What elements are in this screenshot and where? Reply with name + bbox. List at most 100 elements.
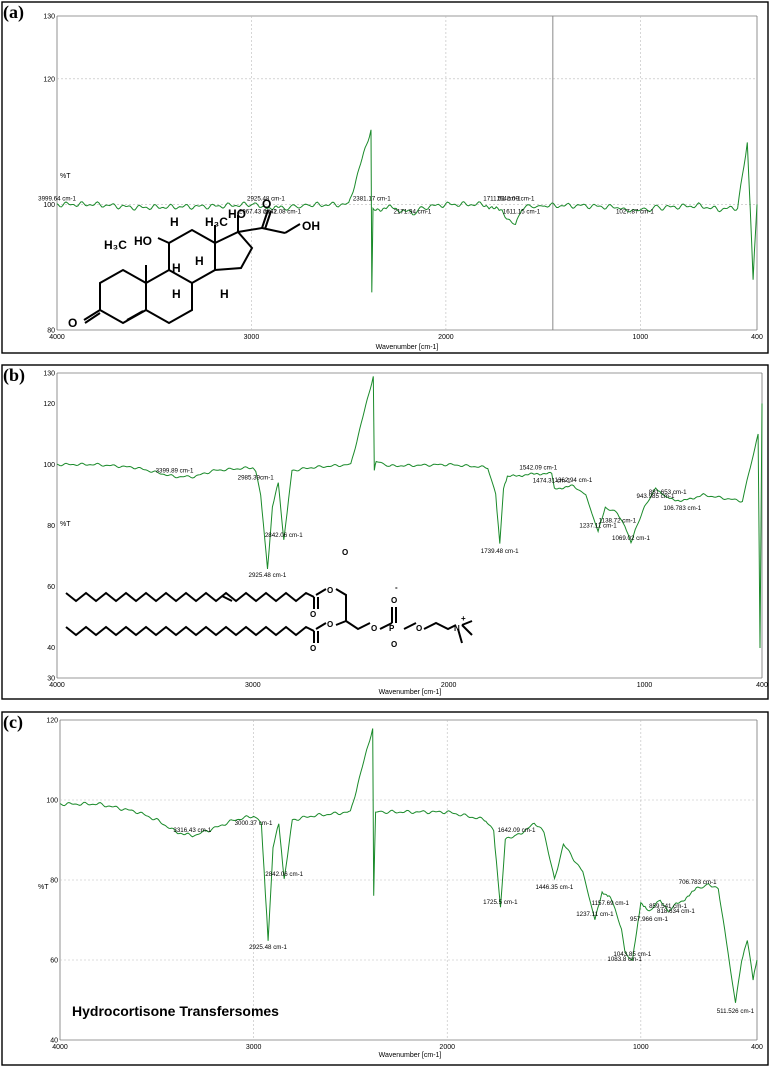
peak-label: 1446.35 cm-1 xyxy=(535,884,573,891)
struct-text: H xyxy=(172,261,181,275)
struct-text: OH xyxy=(302,219,320,233)
x-tick-label: 2000 xyxy=(439,1044,455,1051)
peak-label: 1069.02 cm-1 xyxy=(612,535,650,542)
x-tick-label: 1000 xyxy=(637,682,653,689)
struct-text: O xyxy=(371,624,377,633)
struct-text: H xyxy=(195,254,204,268)
y-axis-ticks: 40 60 80 100 120 xyxy=(46,718,58,1045)
panel-frame xyxy=(1,1,769,354)
y-axis-title: %T xyxy=(60,173,71,180)
struct-text: O xyxy=(310,644,316,653)
peak-label: 1362.94 cm-1 xyxy=(555,477,593,484)
panel-label: (b) xyxy=(3,365,25,386)
ftir-panel-b: (b) 4000 3000 2000 1000 400 30 40 60 80 100 120 13… xyxy=(1,364,769,700)
x-tick-label: 3000 xyxy=(246,1044,262,1051)
x-tick-label: 2000 xyxy=(438,334,454,341)
peak-label: 1138.72 cm-1 xyxy=(599,517,637,524)
spectrum-line xyxy=(56,129,758,293)
x-axis-title: Wavenumber [cm-1] xyxy=(376,344,439,351)
peak-label: 943.985 cm-1 xyxy=(637,493,675,500)
panel-label: (a) xyxy=(3,2,24,23)
x-tick-label: 400 xyxy=(756,682,768,689)
structure-atom-labels: O O O O O O P O O O - N + xyxy=(310,548,466,653)
y-tick-label: 40 xyxy=(50,1038,58,1045)
peak-label: 2967.43 cm-1 xyxy=(239,208,277,215)
panel-frame xyxy=(1,364,769,700)
peak-label: 1237.11 cm-1 xyxy=(576,911,614,918)
spectrum-line xyxy=(56,376,763,649)
peak-label: 2925.48 cm-1 xyxy=(249,944,287,951)
struct-text: O xyxy=(310,610,316,619)
struct-text: O xyxy=(416,624,422,633)
x-axis-ticks: 4000 3000 2000 1000 400 xyxy=(49,334,763,341)
y-tick-label: 130 xyxy=(43,371,55,378)
spectrum-series xyxy=(56,376,763,649)
struct-text: H xyxy=(172,287,181,301)
x-tick-label: 4000 xyxy=(52,1044,68,1051)
peak-label: 957.966 cm-1 xyxy=(630,916,668,923)
x-tick-label: 3000 xyxy=(245,682,261,689)
peak-label: 818.634 cm-1 xyxy=(657,908,695,915)
y-tick-label: 40 xyxy=(47,645,55,652)
peak-label: 1642.09 cm-1 xyxy=(498,827,536,834)
struct-text: O xyxy=(327,586,333,595)
peak-label: 3000.37 cm-1 xyxy=(235,820,273,827)
peak-label: 3316.43 cm-1 xyxy=(173,827,211,834)
struct-text: O xyxy=(262,197,271,211)
peak-label: 106.783 cm-1 xyxy=(663,505,701,512)
x-tick-label: 2000 xyxy=(441,682,457,689)
peak-label: 511.526 cm-1 xyxy=(717,1008,755,1015)
y-tick-label: 60 xyxy=(47,584,55,591)
struct-text: + xyxy=(461,614,466,623)
grid xyxy=(57,16,757,330)
peak-label: 2842.06 cm-1 xyxy=(265,871,303,878)
peak-label: 1237.11 cm-1 xyxy=(579,523,617,530)
x-axis-title: Wavenumber [cm-1] xyxy=(379,689,442,696)
peak-labels: 3399.89 cm-1 2985.39cm-1 2842.06 cm-1 2925.… xyxy=(156,465,702,580)
y-axis-ticks: 80 100 120 130 xyxy=(43,14,55,335)
struct-text: HO xyxy=(134,234,152,248)
y-tick-label: 100 xyxy=(43,202,55,209)
y-tick-label: 30 xyxy=(47,676,55,683)
x-tick-label: 400 xyxy=(751,334,763,341)
peak-label: 1027.87 cm-1 xyxy=(616,208,654,215)
y-tick-label: 80 xyxy=(47,328,55,335)
peak-labels: 3999.64 cm-1 2967.43 cm-1 2925.48 cm-1 2842… xyxy=(38,195,654,215)
struct-text: HO xyxy=(228,207,246,221)
panel-frame xyxy=(1,711,769,1066)
struct-text: H xyxy=(170,215,179,229)
sample-caption: Hydrocortisone Transfersomes xyxy=(72,1003,279,1019)
x-tick-label: 1000 xyxy=(633,1044,649,1051)
y-tick-label: 80 xyxy=(50,878,58,885)
phospholipid-structure xyxy=(65,588,473,644)
peak-labels: 3316.43 cm-1 3000.37 cm-1 2842.06 cm-1 2925… xyxy=(173,820,754,1015)
peak-label: 2381.17 cm-1 xyxy=(353,195,391,202)
y-axis-title: %T xyxy=(60,521,71,528)
x-tick-label: 3000 xyxy=(244,334,260,341)
peak-label: 1542.09 cm-1 xyxy=(519,465,557,472)
peak-label: 706.783 cm-1 xyxy=(679,879,717,886)
grid xyxy=(60,720,757,1040)
x-axis-ticks: 4000 3000 2000 1000 400 xyxy=(52,1044,763,1051)
peak-label: 2985.39cm-1 xyxy=(238,475,275,482)
peak-label: 1083.8 cm-1 xyxy=(607,956,642,963)
peak-label: 1611.15 cm-1 xyxy=(503,208,541,215)
struct-text: O xyxy=(391,640,397,649)
y-axis-title: %T xyxy=(38,884,49,891)
peak-label: 2925.48 cm-1 xyxy=(249,572,287,579)
peak-label: 1711.51 cm-1 xyxy=(483,195,521,202)
hydrocortisone-structure xyxy=(83,209,301,325)
y-axis-ticks: 30 40 60 80 100 120 130 xyxy=(43,371,55,683)
struct-text: O xyxy=(342,548,348,557)
y-tick-label: 120 xyxy=(43,401,55,408)
peak-label: 881.653 cm-1 xyxy=(649,489,687,496)
peak-label: 1474.31 cm-1 xyxy=(533,478,571,485)
panel-label: (c) xyxy=(3,712,23,733)
struct-text: O xyxy=(391,596,397,605)
struct-text: H₃C xyxy=(104,238,127,252)
y-tick-label: 120 xyxy=(43,76,55,83)
peak-label: 3399.89 cm-1 xyxy=(156,468,194,475)
struct-text: O xyxy=(327,620,333,629)
struct-text: O xyxy=(68,316,77,330)
